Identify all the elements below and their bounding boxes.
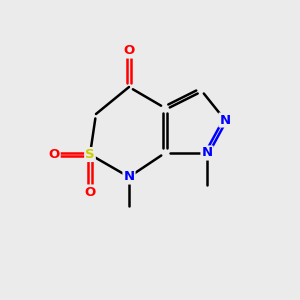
Text: N: N — [201, 146, 213, 160]
Text: N: N — [219, 113, 231, 127]
Text: O: O — [84, 185, 96, 199]
Text: O: O — [48, 148, 60, 161]
Text: O: O — [123, 44, 135, 58]
Text: S: S — [85, 148, 95, 161]
Text: N: N — [123, 170, 135, 184]
